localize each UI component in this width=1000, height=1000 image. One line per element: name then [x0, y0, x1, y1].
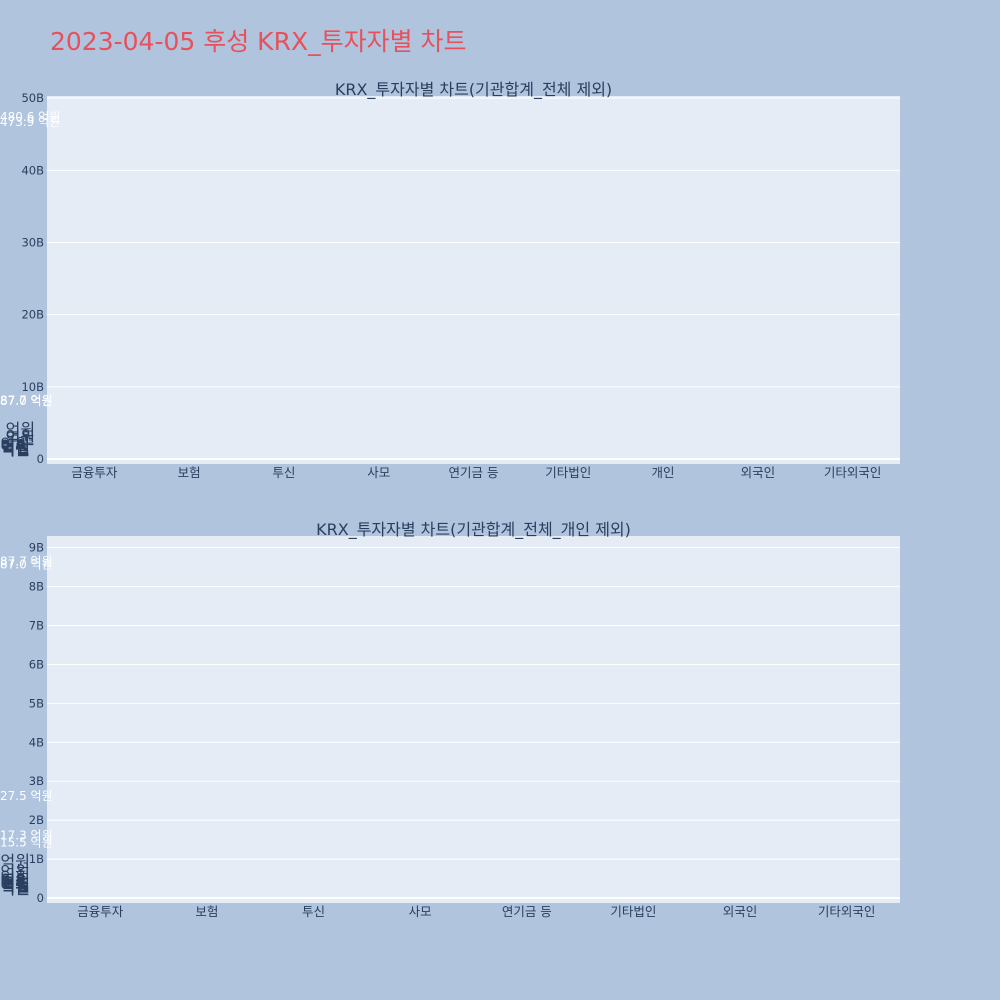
data-label: 0.0 억원 — [0, 879, 30, 898]
x-tick-label: 사모 — [367, 465, 390, 480]
data-label: 7.0 억원 — [0, 435, 30, 454]
chart-title: KRX_투자자별 차트(기관합계_전체 제외) — [335, 80, 612, 100]
data-label: 2.0 억원 — [0, 871, 30, 890]
y-tick-label: 40B — [21, 163, 44, 177]
data-label: 87.7 억원 — [0, 394, 53, 408]
x-tick-label: 연기금 등 — [502, 904, 552, 919]
data-label: 87.7 억원 — [0, 555, 53, 569]
chart-1: 0 10B 20B 30B 40B 50B KRX_투자자별 차트(기관합계_전체 제외) 금… — [0, 80, 900, 480]
data-label: 0.1 억원 — [0, 879, 30, 898]
x-tick-label: 투신 — [302, 904, 325, 919]
x-tick-label: 개인 — [652, 465, 675, 480]
x-tick-label: 금융투자 — [71, 465, 118, 480]
data-label: 0.9 억원 — [0, 875, 30, 894]
x-tick-label: 투신 — [272, 465, 295, 480]
data-label: 0.0 억원 — [0, 440, 30, 459]
y-tick-label: 2B — [29, 813, 44, 827]
data-label: 2.0 억원 — [0, 439, 30, 458]
data-label: 0.9 억원 — [0, 439, 30, 458]
x-tick-label: 사모 — [409, 904, 432, 919]
data-label: 4.3 억원 — [0, 862, 30, 881]
x-tick-label: 외국인 — [723, 904, 758, 919]
data-label: 0.7 억원 — [0, 439, 30, 458]
x-tick-label: 외국인 — [741, 465, 776, 480]
data-label: 1.9 억원 — [0, 872, 30, 891]
x-tick-label: 금융투자 — [77, 904, 124, 919]
x-tick-label: 기타외국인 — [818, 904, 876, 919]
data-label: 87.0 억원 — [0, 394, 53, 408]
data-label: 27.5 억원 — [0, 789, 53, 803]
x-tick-label: 연기금 등 — [449, 465, 499, 480]
data-label: 15.5 억원 — [0, 429, 35, 448]
y-tick-label: 5B — [29, 696, 44, 710]
data-label: 87.0 억원 — [0, 557, 53, 571]
data-label: 1.6 억원 — [0, 873, 30, 892]
y-tick-label: 10B — [21, 380, 44, 394]
data-label: 27.5 억원 — [0, 420, 35, 439]
data-label: 15.5 억원 — [0, 836, 53, 850]
data-label: 480.6 억원 — [0, 110, 60, 124]
data-label: 0.1 억원 — [0, 440, 30, 459]
x-tick-label: 기타법인 — [545, 465, 591, 480]
data-label: 0.7 억원 — [0, 876, 30, 895]
data-label: 2.8 억원 — [0, 868, 30, 887]
data-label: 1.1 억원 — [0, 439, 30, 458]
y-tick-label: 50B — [21, 91, 44, 105]
plot-area — [47, 96, 900, 464]
data-label: 1.1 억원 — [0, 875, 30, 894]
data-label: 7.0 억원 — [0, 852, 30, 871]
y-tick-label: 8B — [29, 580, 44, 594]
plot-area — [47, 536, 900, 903]
data-label: 1.9 억원 — [0, 439, 30, 458]
x-tick-label: 기타외국인 — [824, 465, 882, 480]
y-tick-label: 1B — [29, 852, 44, 866]
y-tick-label: 4B — [29, 735, 44, 749]
y-tick-label: 0 — [37, 452, 44, 466]
x-tick-label: 보험 — [178, 465, 201, 480]
data-label: 473.9 억원 — [0, 115, 60, 129]
data-label: 17.3 억원 — [0, 428, 35, 447]
y-tick-label: 6B — [29, 657, 44, 671]
x-tick-label: 보험 — [195, 904, 218, 919]
y-tick-label: 9B — [29, 541, 44, 555]
y-tick-label: 30B — [21, 235, 44, 249]
data-label: 2.8 억원 — [0, 438, 30, 457]
page-title: 2023-04-05 후성 KRX_투자자별 차트 — [50, 27, 467, 56]
data-label: 17.3 억원 — [0, 829, 53, 843]
y-tick-label: 0 — [37, 891, 44, 905]
data-label: 1.6 억원 — [0, 439, 30, 458]
x-tick-label: 기타법인 — [610, 904, 656, 919]
chart-title: KRX_투자자별 차트(기관합계_전체_개인 제외) — [316, 520, 631, 540]
chart-2: 0 1B 2B 3B 4B 5B 6B 7B 8B 9B KRX_투자자별 차트(기관합계_전체_개… — [0, 520, 900, 919]
y-tick-label: 7B — [29, 619, 44, 633]
data-label: 4.3 억원 — [0, 437, 30, 456]
y-tick-label: 20B — [21, 308, 44, 322]
y-tick-label: 3B — [29, 774, 44, 788]
